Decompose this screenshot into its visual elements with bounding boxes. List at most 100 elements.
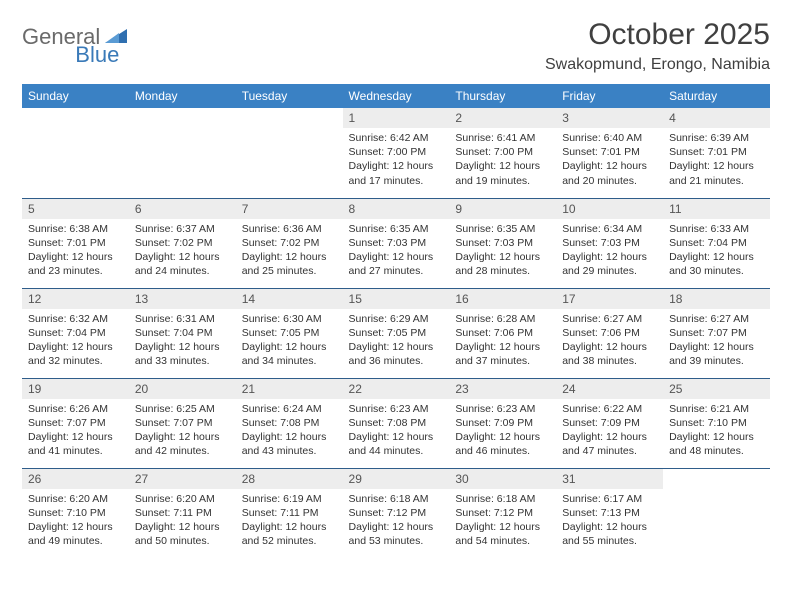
sunrise-line: Sunrise: 6:30 AM bbox=[242, 312, 337, 326]
day-content: Sunrise: 6:35 AMSunset: 7:03 PMDaylight:… bbox=[343, 219, 450, 285]
day-content: Sunrise: 6:42 AMSunset: 7:00 PMDaylight:… bbox=[343, 128, 450, 194]
day-content: Sunrise: 6:37 AMSunset: 7:02 PMDaylight:… bbox=[129, 219, 236, 285]
daylight-line: Daylight: 12 hours and 34 minutes. bbox=[242, 340, 337, 368]
daylight-line: Daylight: 12 hours and 42 minutes. bbox=[135, 430, 230, 458]
daylight-line: Daylight: 12 hours and 21 minutes. bbox=[669, 159, 764, 187]
calendar-cell: 5Sunrise: 6:38 AMSunset: 7:01 PMDaylight… bbox=[22, 198, 129, 288]
sunset-line: Sunset: 7:04 PM bbox=[669, 236, 764, 250]
calendar-cell bbox=[22, 108, 129, 198]
header: General Blue October 2025 Swakopmund, Er… bbox=[22, 18, 770, 74]
sunrise-line: Sunrise: 6:21 AM bbox=[669, 402, 764, 416]
daylight-line: Daylight: 12 hours and 36 minutes. bbox=[349, 340, 444, 368]
calendar-cell: 16Sunrise: 6:28 AMSunset: 7:06 PMDayligh… bbox=[449, 288, 556, 378]
sunrise-line: Sunrise: 6:25 AM bbox=[135, 402, 230, 416]
daylight-line: Daylight: 12 hours and 44 minutes. bbox=[349, 430, 444, 458]
sunrise-line: Sunrise: 6:37 AM bbox=[135, 222, 230, 236]
sunrise-line: Sunrise: 6:27 AM bbox=[669, 312, 764, 326]
day-content: Sunrise: 6:33 AMSunset: 7:04 PMDaylight:… bbox=[663, 219, 770, 285]
col-wednesday: Wednesday bbox=[343, 84, 450, 108]
day-number: 4 bbox=[663, 108, 770, 128]
sunset-line: Sunset: 7:02 PM bbox=[135, 236, 230, 250]
daylight-line: Daylight: 12 hours and 24 minutes. bbox=[135, 250, 230, 278]
day-content: Sunrise: 6:29 AMSunset: 7:05 PMDaylight:… bbox=[343, 309, 450, 375]
daylight-line: Daylight: 12 hours and 39 minutes. bbox=[669, 340, 764, 368]
day-number: 3 bbox=[556, 108, 663, 128]
sunrise-line: Sunrise: 6:35 AM bbox=[349, 222, 444, 236]
calendar-cell: 4 Sunrise: 6:39 AMSunset: 7:01 PMDaylight… bbox=[663, 108, 770, 198]
calendar-cell: 30Sunrise: 6:18 AMSunset: 7:12 PMDayligh… bbox=[449, 468, 556, 558]
sunrise-line: Sunrise: 6:23 AM bbox=[455, 402, 550, 416]
day-content: Sunrise: 6:20 AMSunset: 7:11 PMDaylight:… bbox=[129, 489, 236, 555]
col-tuesday: Tuesday bbox=[236, 84, 343, 108]
daylight-line: Daylight: 12 hours and 54 minutes. bbox=[455, 520, 550, 548]
sunrise-line: Sunrise: 6:20 AM bbox=[28, 492, 123, 506]
sunset-line: Sunset: 7:06 PM bbox=[455, 326, 550, 340]
calendar-week-row: 5Sunrise: 6:38 AMSunset: 7:01 PMDaylight… bbox=[22, 198, 770, 288]
daylight-line: Daylight: 12 hours and 23 minutes. bbox=[28, 250, 123, 278]
day-content: Sunrise: 6:31 AMSunset: 7:04 PMDaylight:… bbox=[129, 309, 236, 375]
calendar-header-row: Sunday Monday Tuesday Wednesday Thursday… bbox=[22, 84, 770, 108]
col-monday: Monday bbox=[129, 84, 236, 108]
sunrise-line: Sunrise: 6:23 AM bbox=[349, 402, 444, 416]
calendar-cell: 24Sunrise: 6:22 AMSunset: 7:09 PMDayligh… bbox=[556, 378, 663, 468]
sunrise-line: Sunrise: 6:18 AM bbox=[455, 492, 550, 506]
day-content: Sunrise: 6:35 AMSunset: 7:03 PMDaylight:… bbox=[449, 219, 556, 285]
sunset-line: Sunset: 7:07 PM bbox=[28, 416, 123, 430]
calendar-cell: 10Sunrise: 6:34 AMSunset: 7:03 PMDayligh… bbox=[556, 198, 663, 288]
day-content: Sunrise: 6:25 AMSunset: 7:07 PMDaylight:… bbox=[129, 399, 236, 465]
sunset-line: Sunset: 7:03 PM bbox=[455, 236, 550, 250]
sunrise-line: Sunrise: 6:39 AM bbox=[669, 131, 764, 145]
day-content: Sunrise: 6:22 AMSunset: 7:09 PMDaylight:… bbox=[556, 399, 663, 465]
day-number: 12 bbox=[22, 289, 129, 309]
daylight-line: Daylight: 12 hours and 27 minutes. bbox=[349, 250, 444, 278]
location-text: Swakopmund, Erongo, Namibia bbox=[545, 56, 770, 74]
sunset-line: Sunset: 7:10 PM bbox=[28, 506, 123, 520]
calendar-week-row: 12Sunrise: 6:32 AMSunset: 7:04 PMDayligh… bbox=[22, 288, 770, 378]
daylight-line: Daylight: 12 hours and 49 minutes. bbox=[28, 520, 123, 548]
col-sunday: Sunday bbox=[22, 84, 129, 108]
day-number: 8 bbox=[343, 199, 450, 219]
day-number: 31 bbox=[556, 469, 663, 489]
day-number: 7 bbox=[236, 199, 343, 219]
day-number: 10 bbox=[556, 199, 663, 219]
day-content: Sunrise: 6:28 AMSunset: 7:06 PMDaylight:… bbox=[449, 309, 556, 375]
day-number: 23 bbox=[449, 379, 556, 399]
calendar-week-row: 19Sunrise: 6:26 AMSunset: 7:07 PMDayligh… bbox=[22, 378, 770, 468]
daylight-line: Daylight: 12 hours and 41 minutes. bbox=[28, 430, 123, 458]
sunset-line: Sunset: 7:12 PM bbox=[455, 506, 550, 520]
day-number: 14 bbox=[236, 289, 343, 309]
day-number: 15 bbox=[343, 289, 450, 309]
daylight-line: Daylight: 12 hours and 43 minutes. bbox=[242, 430, 337, 458]
sunrise-line: Sunrise: 6:28 AM bbox=[455, 312, 550, 326]
calendar-cell: 11Sunrise: 6:33 AMSunset: 7:04 PMDayligh… bbox=[663, 198, 770, 288]
day-content: Sunrise: 6:27 AMSunset: 7:06 PMDaylight:… bbox=[556, 309, 663, 375]
calendar-cell: 29Sunrise: 6:18 AMSunset: 7:12 PMDayligh… bbox=[343, 468, 450, 558]
calendar-body: 1Sunrise: 6:42 AMSunset: 7:00 PMDaylight… bbox=[22, 108, 770, 558]
sunset-line: Sunset: 7:09 PM bbox=[562, 416, 657, 430]
calendar-table: Sunday Monday Tuesday Wednesday Thursday… bbox=[22, 84, 770, 558]
day-content: Sunrise: 6:19 AMSunset: 7:11 PMDaylight:… bbox=[236, 489, 343, 555]
sunrise-line: Sunrise: 6:19 AM bbox=[242, 492, 337, 506]
sunrise-line: Sunrise: 6:33 AM bbox=[669, 222, 764, 236]
day-number: 5 bbox=[22, 199, 129, 219]
calendar-cell: 25Sunrise: 6:21 AMSunset: 7:10 PMDayligh… bbox=[663, 378, 770, 468]
day-number: 17 bbox=[556, 289, 663, 309]
calendar-cell: 28Sunrise: 6:19 AMSunset: 7:11 PMDayligh… bbox=[236, 468, 343, 558]
daylight-line: Daylight: 12 hours and 46 minutes. bbox=[455, 430, 550, 458]
daylight-line: Daylight: 12 hours and 29 minutes. bbox=[562, 250, 657, 278]
day-content: Sunrise: 6:34 AMSunset: 7:03 PMDaylight:… bbox=[556, 219, 663, 285]
calendar-cell: 8Sunrise: 6:35 AMSunset: 7:03 PMDaylight… bbox=[343, 198, 450, 288]
month-title: October 2025 bbox=[545, 18, 770, 52]
sunrise-line: Sunrise: 6:26 AM bbox=[28, 402, 123, 416]
sunset-line: Sunset: 7:08 PM bbox=[242, 416, 337, 430]
sunset-line: Sunset: 7:04 PM bbox=[28, 326, 123, 340]
day-number: 19 bbox=[22, 379, 129, 399]
sunset-line: Sunset: 7:12 PM bbox=[349, 506, 444, 520]
day-number: 13 bbox=[129, 289, 236, 309]
sunset-line: Sunset: 7:01 PM bbox=[669, 145, 764, 159]
sunset-line: Sunset: 7:05 PM bbox=[349, 326, 444, 340]
sunset-line: Sunset: 7:07 PM bbox=[669, 326, 764, 340]
calendar-cell: 27Sunrise: 6:20 AMSunset: 7:11 PMDayligh… bbox=[129, 468, 236, 558]
daylight-line: Daylight: 12 hours and 50 minutes. bbox=[135, 520, 230, 548]
day-content: Sunrise: 6:36 AMSunset: 7:02 PMDaylight:… bbox=[236, 219, 343, 285]
